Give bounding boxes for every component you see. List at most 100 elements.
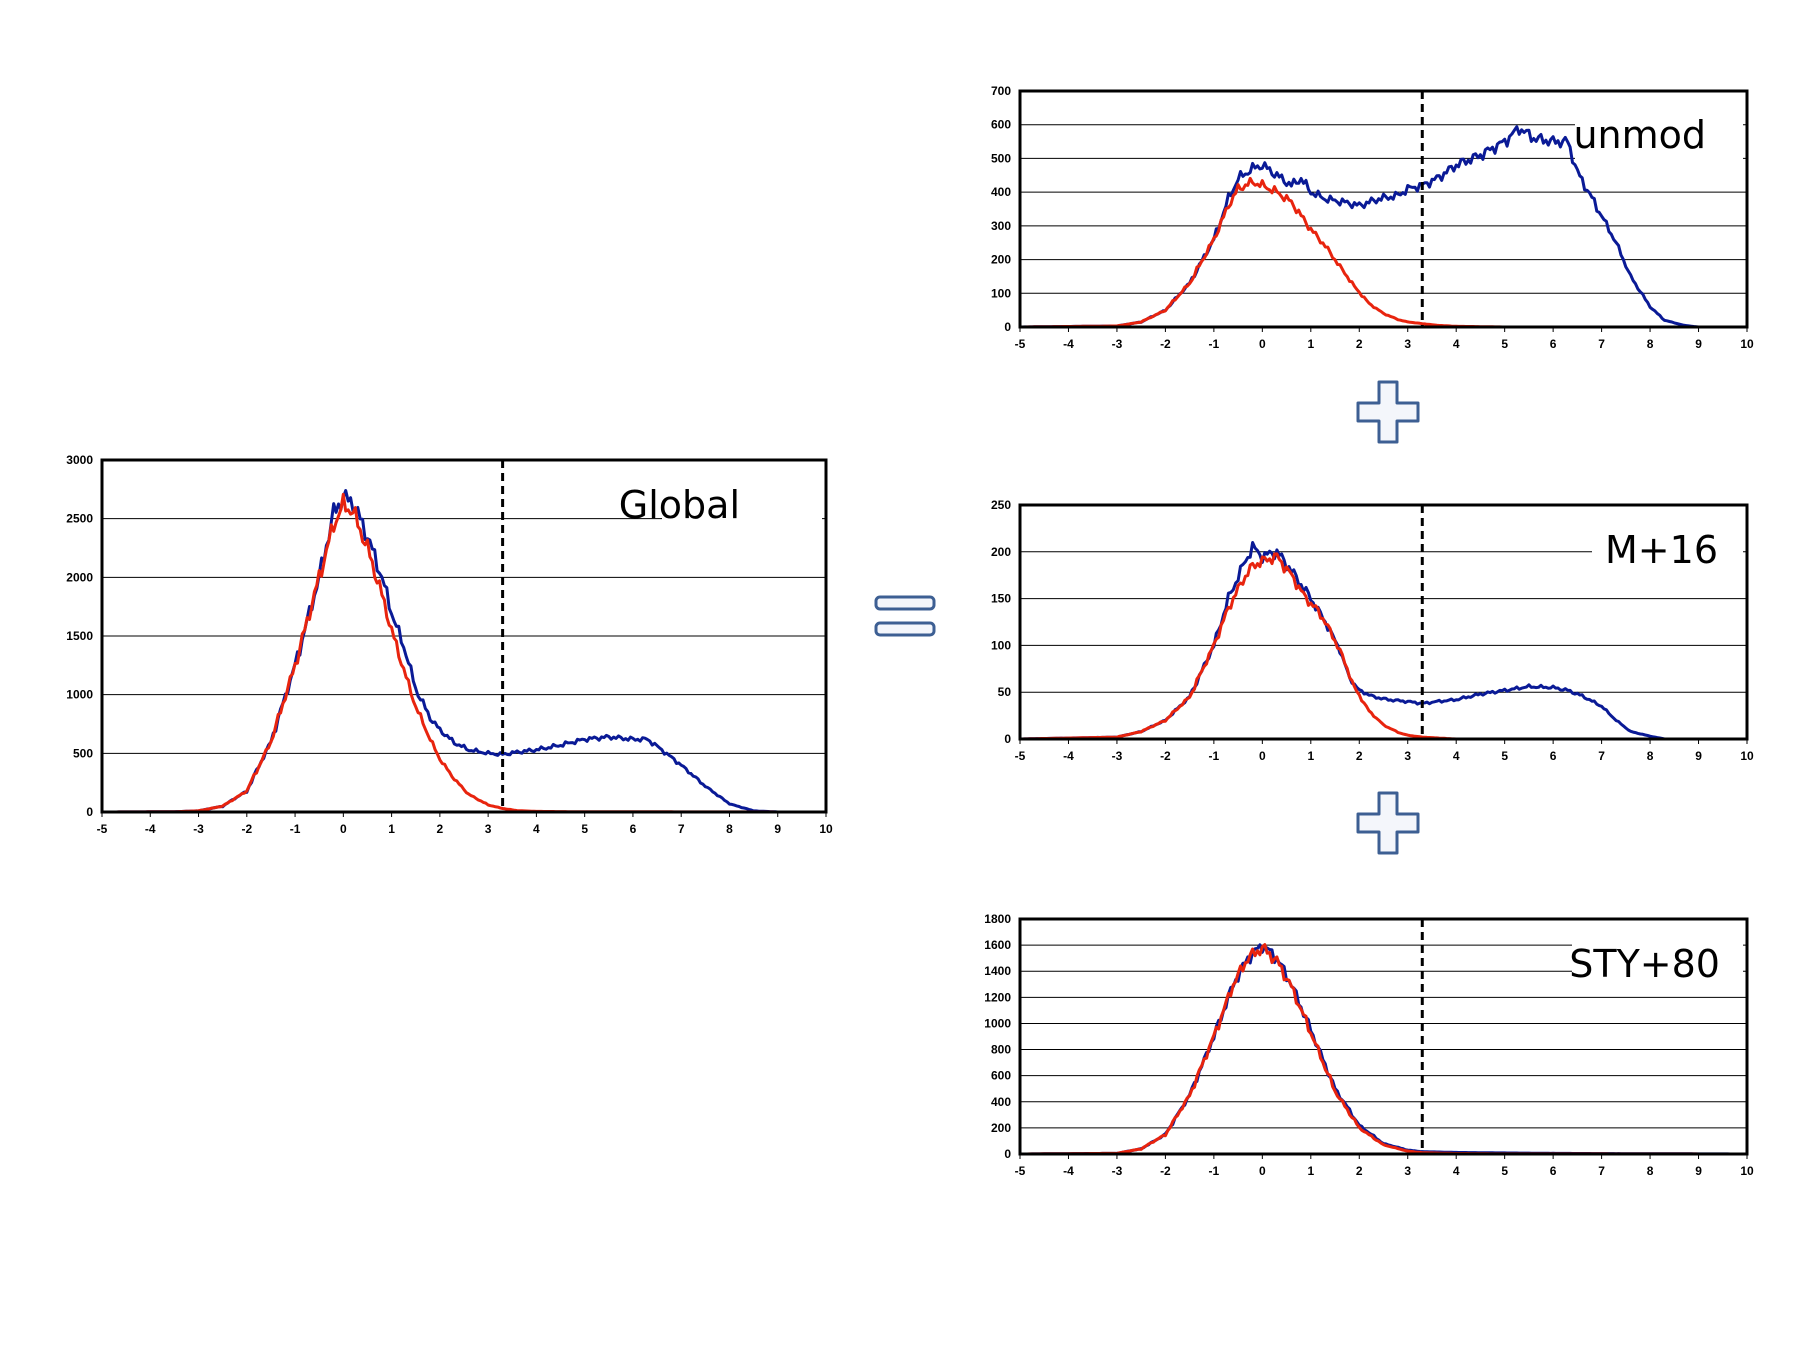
x-tick-label: 4 <box>1453 749 1460 763</box>
y-tick-label: 800 <box>991 1043 1011 1057</box>
x-tick-label: 4 <box>1453 337 1460 351</box>
label-mask <box>662 466 822 572</box>
x-tick-label: 1 <box>1307 1164 1314 1178</box>
y-tick-label: 0 <box>1004 1147 1011 1161</box>
x-tick-label: 1 <box>388 822 395 836</box>
x-tick-label: 1 <box>1307 749 1314 763</box>
label-mask <box>1575 97 1743 168</box>
x-tick-label: 2 <box>1356 749 1363 763</box>
x-tick-label: 7 <box>1598 1164 1605 1178</box>
x-tick-label: -4 <box>1063 1164 1074 1178</box>
y-tick-label: 500 <box>991 151 1011 165</box>
x-tick-label: 7 <box>1598 337 1605 351</box>
y-tick-label: 1000 <box>984 1016 1011 1030</box>
x-tick-label: -2 <box>1160 749 1171 763</box>
x-tick-label: -4 <box>1063 749 1074 763</box>
chart-label: M+16 <box>1605 528 1718 572</box>
y-tick-label: 250 <box>991 498 1011 512</box>
y-tick-label: 600 <box>991 118 1011 132</box>
y-tick-label: 100 <box>991 638 1011 652</box>
y-tick-label: 700 <box>991 84 1011 98</box>
y-tick-label: 400 <box>991 185 1011 199</box>
chart-label: STY+80 <box>1569 942 1720 986</box>
x-tick-label: -4 <box>1063 337 1074 351</box>
x-tick-label: 3 <box>1404 337 1411 351</box>
x-tick-label: -1 <box>1209 749 1220 763</box>
chart-sty80: 0 200 400 600 800 1000 1200 1400 1600 1800 -5 -4 -3 -… <box>984 912 1754 1178</box>
x-tick-label: 5 <box>1501 337 1508 351</box>
plus-icon <box>1356 791 1420 855</box>
x-tick-label: 0 <box>1259 749 1266 763</box>
y-tick-label: 2000 <box>66 570 93 584</box>
x-tick-label: 6 <box>1550 749 1557 763</box>
equals-icon <box>874 595 936 637</box>
x-tick-label: -1 <box>1209 1164 1220 1178</box>
y-tick-label: 100 <box>991 286 1011 300</box>
chart-unmod: 0 100 200 300 400 500 600 700 -5 -4 -3 -2 -1 0 1 2 3 4 5 6 7… <box>991 84 1754 351</box>
x-tick-label: 9 <box>1695 337 1702 351</box>
chart-m16: 0 50 100 150 200 250 -5 -4 -3 -2 -1 0 1 2 3 4 5 6 7 8 9 10 M+1… <box>991 498 1754 763</box>
x-tick-label: 3 <box>1404 749 1411 763</box>
x-tick-label: -5 <box>1015 749 1026 763</box>
x-tick-label: 4 <box>1453 1164 1460 1178</box>
x-tick-label: 4 <box>533 822 540 836</box>
y-tick-label: 500 <box>73 746 93 760</box>
y-tick-label: 1400 <box>984 964 1011 978</box>
x-tick-label: -1 <box>1209 337 1220 351</box>
y-tick-label: 150 <box>991 592 1011 606</box>
x-tick-label: 7 <box>1598 749 1605 763</box>
plot-frame <box>100 458 828 814</box>
y-tick-label: 1600 <box>984 938 1011 952</box>
x-tick-label: 5 <box>1501 1164 1508 1178</box>
x-tick-label: 8 <box>1647 749 1654 763</box>
x-tick-label: 9 <box>1695 749 1702 763</box>
y-tick-label: 200 <box>991 545 1011 559</box>
plot-frame <box>1018 89 1749 329</box>
x-tick-label: 5 <box>1501 749 1508 763</box>
x-tick-label: 6 <box>1550 337 1557 351</box>
x-tick-label: 6 <box>630 822 637 836</box>
y-tick-label: 1800 <box>984 912 1011 926</box>
x-tick-label: 6 <box>1550 1164 1557 1178</box>
x-tick-label: 10 <box>819 822 833 836</box>
y-tick-label: 0 <box>1004 320 1011 334</box>
x-tick-label: 3 <box>1404 1164 1411 1178</box>
x-tick-label: 10 <box>1740 337 1754 351</box>
x-tick-label: -5 <box>97 822 108 836</box>
x-tick-label: -2 <box>241 822 252 836</box>
x-tick-label: 8 <box>1647 337 1654 351</box>
chart-global: 0 500 1000 1500 2000 2500 3000 -5 -4 -3 -2 -1 0 1 2 3 4 5… <box>66 453 833 836</box>
x-tick-label: 2 <box>1356 1164 1363 1178</box>
x-tick-label: -3 <box>193 822 204 836</box>
x-tick-label: 1 <box>1307 337 1314 351</box>
x-tick-label: 0 <box>1259 1164 1266 1178</box>
x-tick-label: 0 <box>340 822 347 836</box>
x-tick-label: 9 <box>774 822 781 836</box>
y-tick-label: 50 <box>998 685 1012 699</box>
y-tick-label: 1000 <box>66 688 93 702</box>
y-tick-label: 3000 <box>66 453 93 467</box>
x-tick-label: -3 <box>1112 1164 1123 1178</box>
x-tick-label: 3 <box>485 822 492 836</box>
x-tick-label: -3 <box>1112 749 1123 763</box>
symbols-layer <box>874 380 1420 855</box>
y-tick-label: 200 <box>991 1121 1011 1135</box>
y-tick-label: 400 <box>991 1095 1011 1109</box>
plot-frame <box>1018 503 1749 741</box>
x-tick-label: -2 <box>1160 1164 1171 1178</box>
y-tick-label: 0 <box>1004 732 1011 746</box>
series-line-red <box>1020 552 1747 739</box>
y-tick-label: 2500 <box>66 512 93 526</box>
x-tick-label: 10 <box>1740 1164 1754 1178</box>
chart-label: unmod <box>1573 113 1706 157</box>
x-tick-label: 10 <box>1740 749 1754 763</box>
x-tick-label: 8 <box>726 822 733 836</box>
y-tick-label: 300 <box>991 219 1011 233</box>
x-tick-label: 8 <box>1647 1164 1654 1178</box>
y-tick-label: 1200 <box>984 990 1011 1004</box>
x-tick-label: 0 <box>1259 337 1266 351</box>
x-tick-label: 9 <box>1695 1164 1702 1178</box>
x-tick-label: 2 <box>437 822 444 836</box>
